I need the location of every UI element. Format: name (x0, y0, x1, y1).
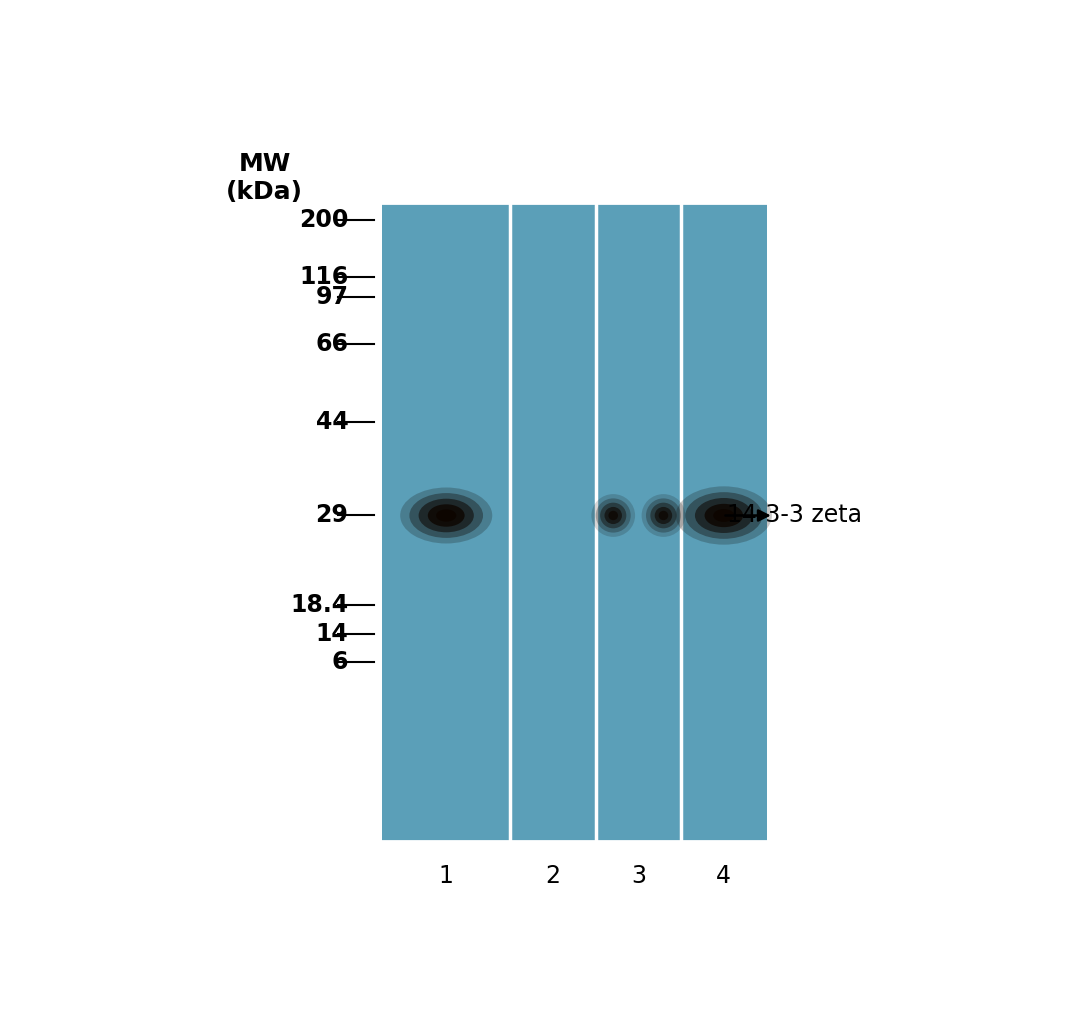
Text: 44: 44 (315, 410, 349, 434)
Text: 4: 4 (716, 864, 731, 888)
Text: 14: 14 (315, 622, 349, 646)
Ellipse shape (401, 488, 492, 543)
Ellipse shape (596, 498, 631, 532)
Ellipse shape (436, 509, 457, 521)
Ellipse shape (713, 509, 734, 522)
Text: 3: 3 (631, 864, 646, 888)
Text: 2: 2 (545, 864, 561, 888)
Ellipse shape (428, 504, 464, 526)
Text: 1: 1 (438, 864, 454, 888)
Ellipse shape (694, 498, 753, 533)
Ellipse shape (659, 511, 669, 520)
Bar (382, 203, 767, 840)
Text: 116: 116 (299, 265, 349, 289)
Ellipse shape (646, 498, 680, 532)
Ellipse shape (704, 504, 743, 527)
Ellipse shape (592, 494, 635, 537)
Text: 18.4: 18.4 (291, 593, 349, 617)
Ellipse shape (605, 507, 622, 524)
Text: 97: 97 (315, 285, 349, 309)
Ellipse shape (608, 511, 618, 520)
Ellipse shape (686, 492, 762, 538)
Text: 6: 6 (332, 649, 349, 674)
Text: 200: 200 (299, 208, 349, 232)
Text: 14-3-3 zeta: 14-3-3 zeta (727, 504, 862, 527)
Ellipse shape (419, 499, 474, 532)
Text: 66: 66 (315, 331, 349, 356)
Ellipse shape (409, 493, 483, 538)
Ellipse shape (600, 503, 626, 528)
Text: MW
(kDa): MW (kDa) (226, 153, 303, 204)
Ellipse shape (654, 507, 672, 524)
Ellipse shape (650, 503, 676, 528)
Ellipse shape (676, 487, 772, 544)
Ellipse shape (642, 494, 686, 537)
Text: 29: 29 (315, 504, 349, 527)
